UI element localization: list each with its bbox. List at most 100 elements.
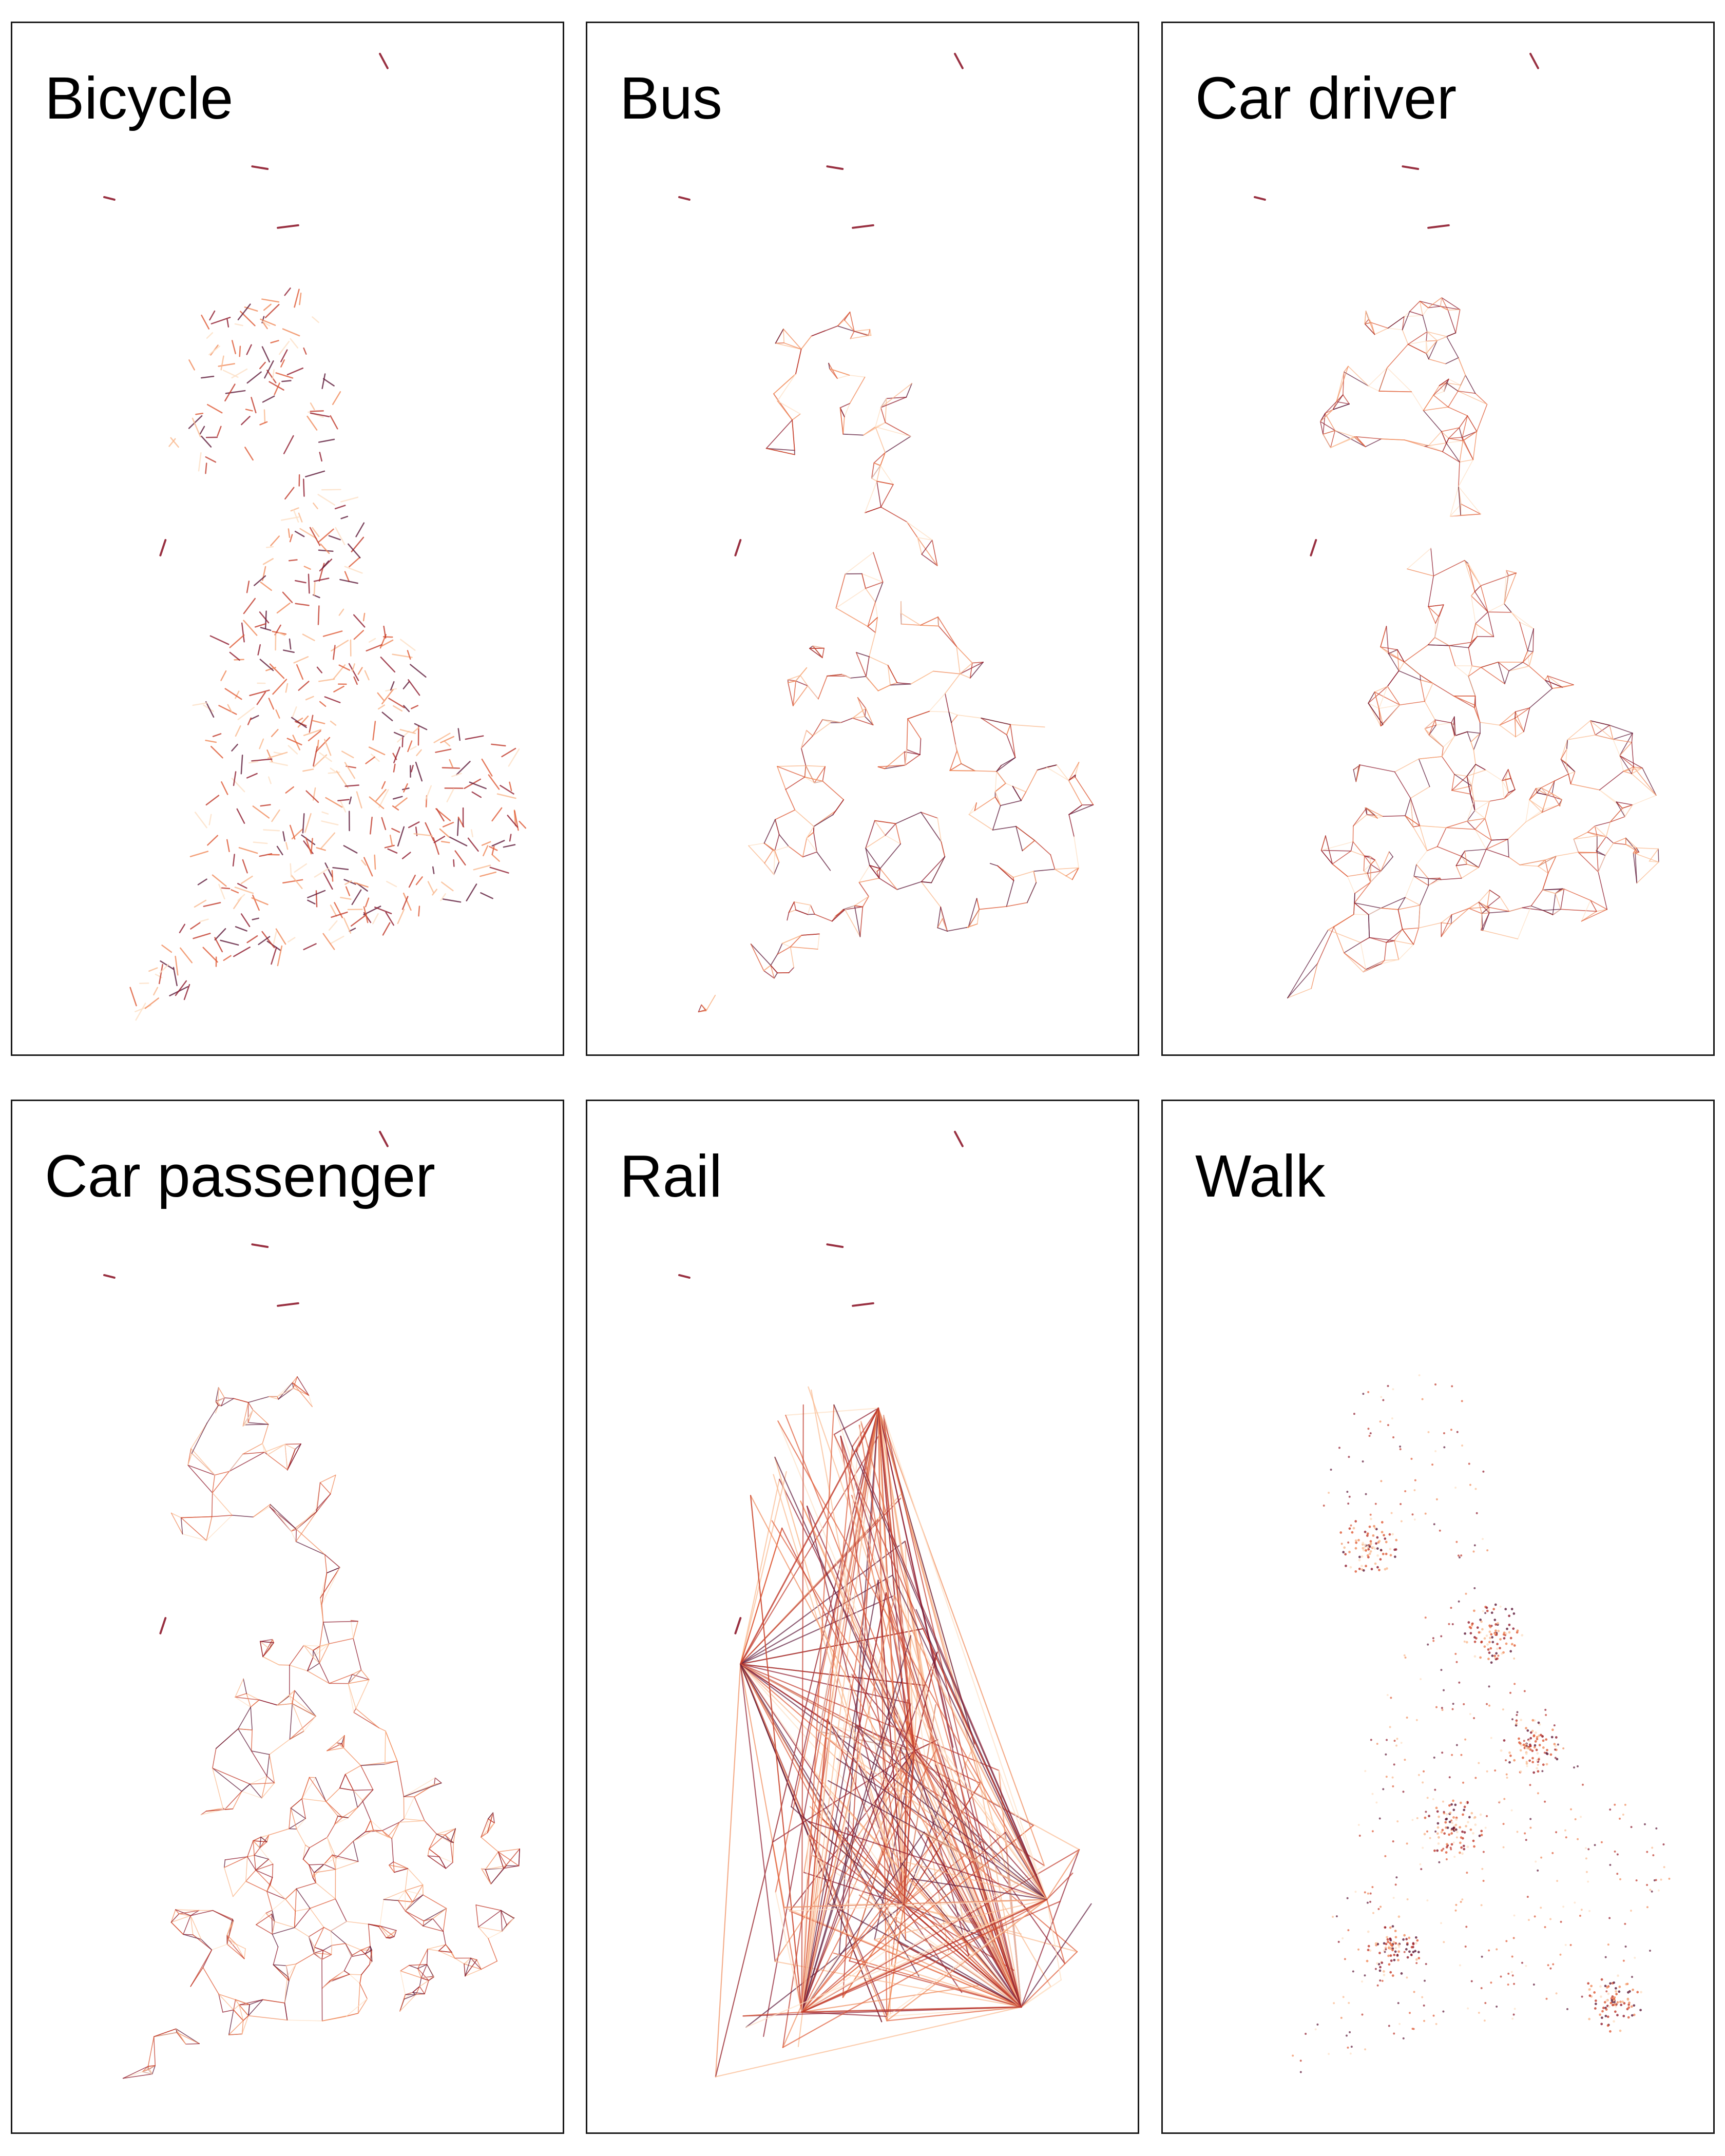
flow-line	[816, 851, 831, 871]
flow-line	[228, 2009, 234, 2035]
flow-line	[837, 374, 850, 379]
flow-line	[260, 1641, 270, 1650]
flow-dot	[1491, 1636, 1493, 1639]
flow-line	[292, 1703, 316, 1717]
flow-line	[1442, 438, 1449, 452]
flow-line	[1426, 353, 1429, 360]
flow-line	[194, 899, 207, 908]
flow-line	[906, 383, 913, 398]
flow-line	[1046, 1872, 1074, 1900]
flow-line	[1613, 837, 1626, 844]
flow-line	[170, 437, 179, 448]
flow-dot	[1391, 1533, 1394, 1536]
flow-line	[1380, 646, 1398, 650]
flow-line	[1649, 861, 1659, 863]
flow-line	[234, 887, 254, 894]
flow-line	[1075, 762, 1080, 778]
flow-line	[1515, 718, 1524, 733]
flow-dot	[1393, 1953, 1396, 1956]
flow-dot	[1504, 1608, 1507, 1611]
flow-line	[347, 543, 361, 559]
flow-dot	[1493, 1619, 1497, 1622]
flow-line	[1488, 907, 1510, 912]
flow-dot	[1526, 1729, 1529, 1732]
flow-line	[1360, 937, 1370, 943]
flow-line	[306, 1670, 330, 1684]
flow-line	[399, 1818, 405, 1823]
flow-dot	[1502, 1651, 1505, 1654]
flow-line	[1468, 647, 1473, 666]
flow-line	[393, 732, 405, 737]
flow-line	[343, 1747, 361, 1766]
flow-dot	[1503, 1798, 1506, 1800]
flow-dot	[1370, 1739, 1372, 1741]
flow-dot	[1384, 1537, 1387, 1540]
flow-line	[252, 805, 270, 819]
flow-line	[388, 1861, 394, 1866]
flow-line	[1388, 653, 1400, 671]
flow-line	[734, 538, 742, 556]
flow-line	[1474, 393, 1488, 405]
flow-line	[224, 383, 236, 402]
flow-line	[715, 2006, 1022, 2077]
flow-line	[388, 1864, 395, 1873]
flow-line	[233, 2004, 240, 2011]
flow-line	[315, 737, 331, 753]
flow-line	[353, 1789, 363, 1801]
flow-dot	[1621, 2000, 1624, 2003]
flow-dot	[1469, 1632, 1472, 1634]
flow-line	[336, 1735, 345, 1743]
flow-line	[1568, 771, 1576, 775]
flow-dot	[1450, 1819, 1453, 1822]
flow-line	[1418, 922, 1442, 929]
flow-dot	[1490, 1625, 1493, 1627]
flow-line	[833, 1952, 1022, 2008]
flow-line	[397, 1760, 405, 1797]
flow-line	[261, 1776, 267, 1799]
flow-dot	[1620, 2004, 1623, 2007]
flow-dot	[1525, 1752, 1528, 1755]
flow-dot	[1513, 1982, 1516, 1985]
flow-dot	[1535, 1731, 1537, 1734]
flow-line	[453, 1828, 456, 1843]
flow-dot	[1489, 1637, 1492, 1640]
flow-line	[380, 639, 394, 647]
flow-line	[259, 1836, 261, 1849]
flow-dot	[1515, 1722, 1518, 1725]
flow-line	[446, 788, 454, 803]
flow-dot	[1534, 1744, 1537, 1747]
flow-line	[865, 707, 874, 726]
flow-line	[273, 931, 277, 944]
flow-dot	[1374, 1968, 1377, 1970]
flow-dot	[1585, 1871, 1588, 1873]
flow-line	[324, 1554, 328, 1574]
flow-line	[412, 1992, 416, 1995]
flow-line	[322, 378, 335, 387]
flow-line	[263, 829, 280, 832]
flow-dot	[1545, 1714, 1547, 1716]
flow-line	[1632, 795, 1657, 805]
flow-dot	[1369, 1513, 1372, 1516]
flow-line	[292, 706, 297, 718]
flow-line	[170, 1512, 183, 1535]
flow-dot	[1536, 1767, 1539, 1770]
flow-line	[869, 656, 889, 666]
flow-line	[801, 1404, 804, 2013]
flow-dot	[1482, 1610, 1484, 1612]
flow-line	[1433, 394, 1449, 408]
flow-dot	[1529, 1818, 1532, 1820]
flow-dot	[1406, 1976, 1408, 1979]
flow-line	[1489, 890, 1501, 898]
flow-line	[864, 480, 877, 513]
flow-dot	[1487, 1648, 1490, 1651]
flow-dot	[1432, 1637, 1434, 1640]
flow-dot	[1389, 1954, 1392, 1957]
flow-line	[1636, 861, 1659, 884]
flow-line	[1599, 771, 1624, 791]
flow-line	[423, 1908, 447, 1921]
flow-dot	[1415, 1719, 1418, 1721]
flow-line	[315, 1777, 327, 1802]
flow-line	[366, 644, 382, 652]
flow-line	[397, 1900, 413, 1902]
flow-line	[1343, 371, 1345, 395]
